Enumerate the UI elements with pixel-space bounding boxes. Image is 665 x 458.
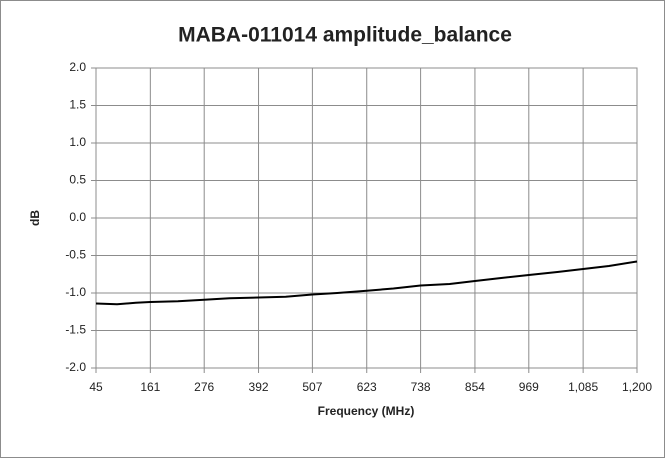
y-tick-label: 1.0 [69, 135, 86, 149]
y-tick-label: 2.0 [69, 60, 86, 74]
x-tick-label: 1,085 [568, 380, 598, 394]
y-tick-label: -2.0 [65, 360, 86, 374]
x-tick-label: 1,200 [622, 380, 652, 394]
x-tick-label: 392 [249, 380, 269, 394]
x-tick-label: 276 [194, 380, 214, 394]
chart-title: MABA-011014 amplitude_balance [178, 24, 512, 47]
y-axis-label: dB [28, 210, 42, 226]
plot-border [95, 67, 638, 369]
y-tick-label: -0.5 [65, 248, 86, 262]
y-tick-label: 0.0 [69, 210, 86, 224]
x-axis-label: Frequency (MHz) [318, 404, 415, 418]
x-tick-label: 969 [519, 380, 539, 394]
y-tick-label: -1.0 [65, 285, 86, 299]
data-line [95, 260, 638, 306]
x-tick-label: 161 [140, 380, 160, 394]
y-tick-label: 1.5 [69, 98, 86, 112]
y-tick-label: -1.5 [65, 323, 86, 337]
x-tick-label: 738 [411, 380, 431, 394]
x-tick-label: 507 [302, 380, 322, 394]
x-tick-label: 854 [465, 380, 485, 394]
y-tick-label: 0.5 [69, 173, 86, 187]
x-tick-label: 623 [357, 380, 377, 394]
x-tick-label: 45 [89, 380, 103, 394]
